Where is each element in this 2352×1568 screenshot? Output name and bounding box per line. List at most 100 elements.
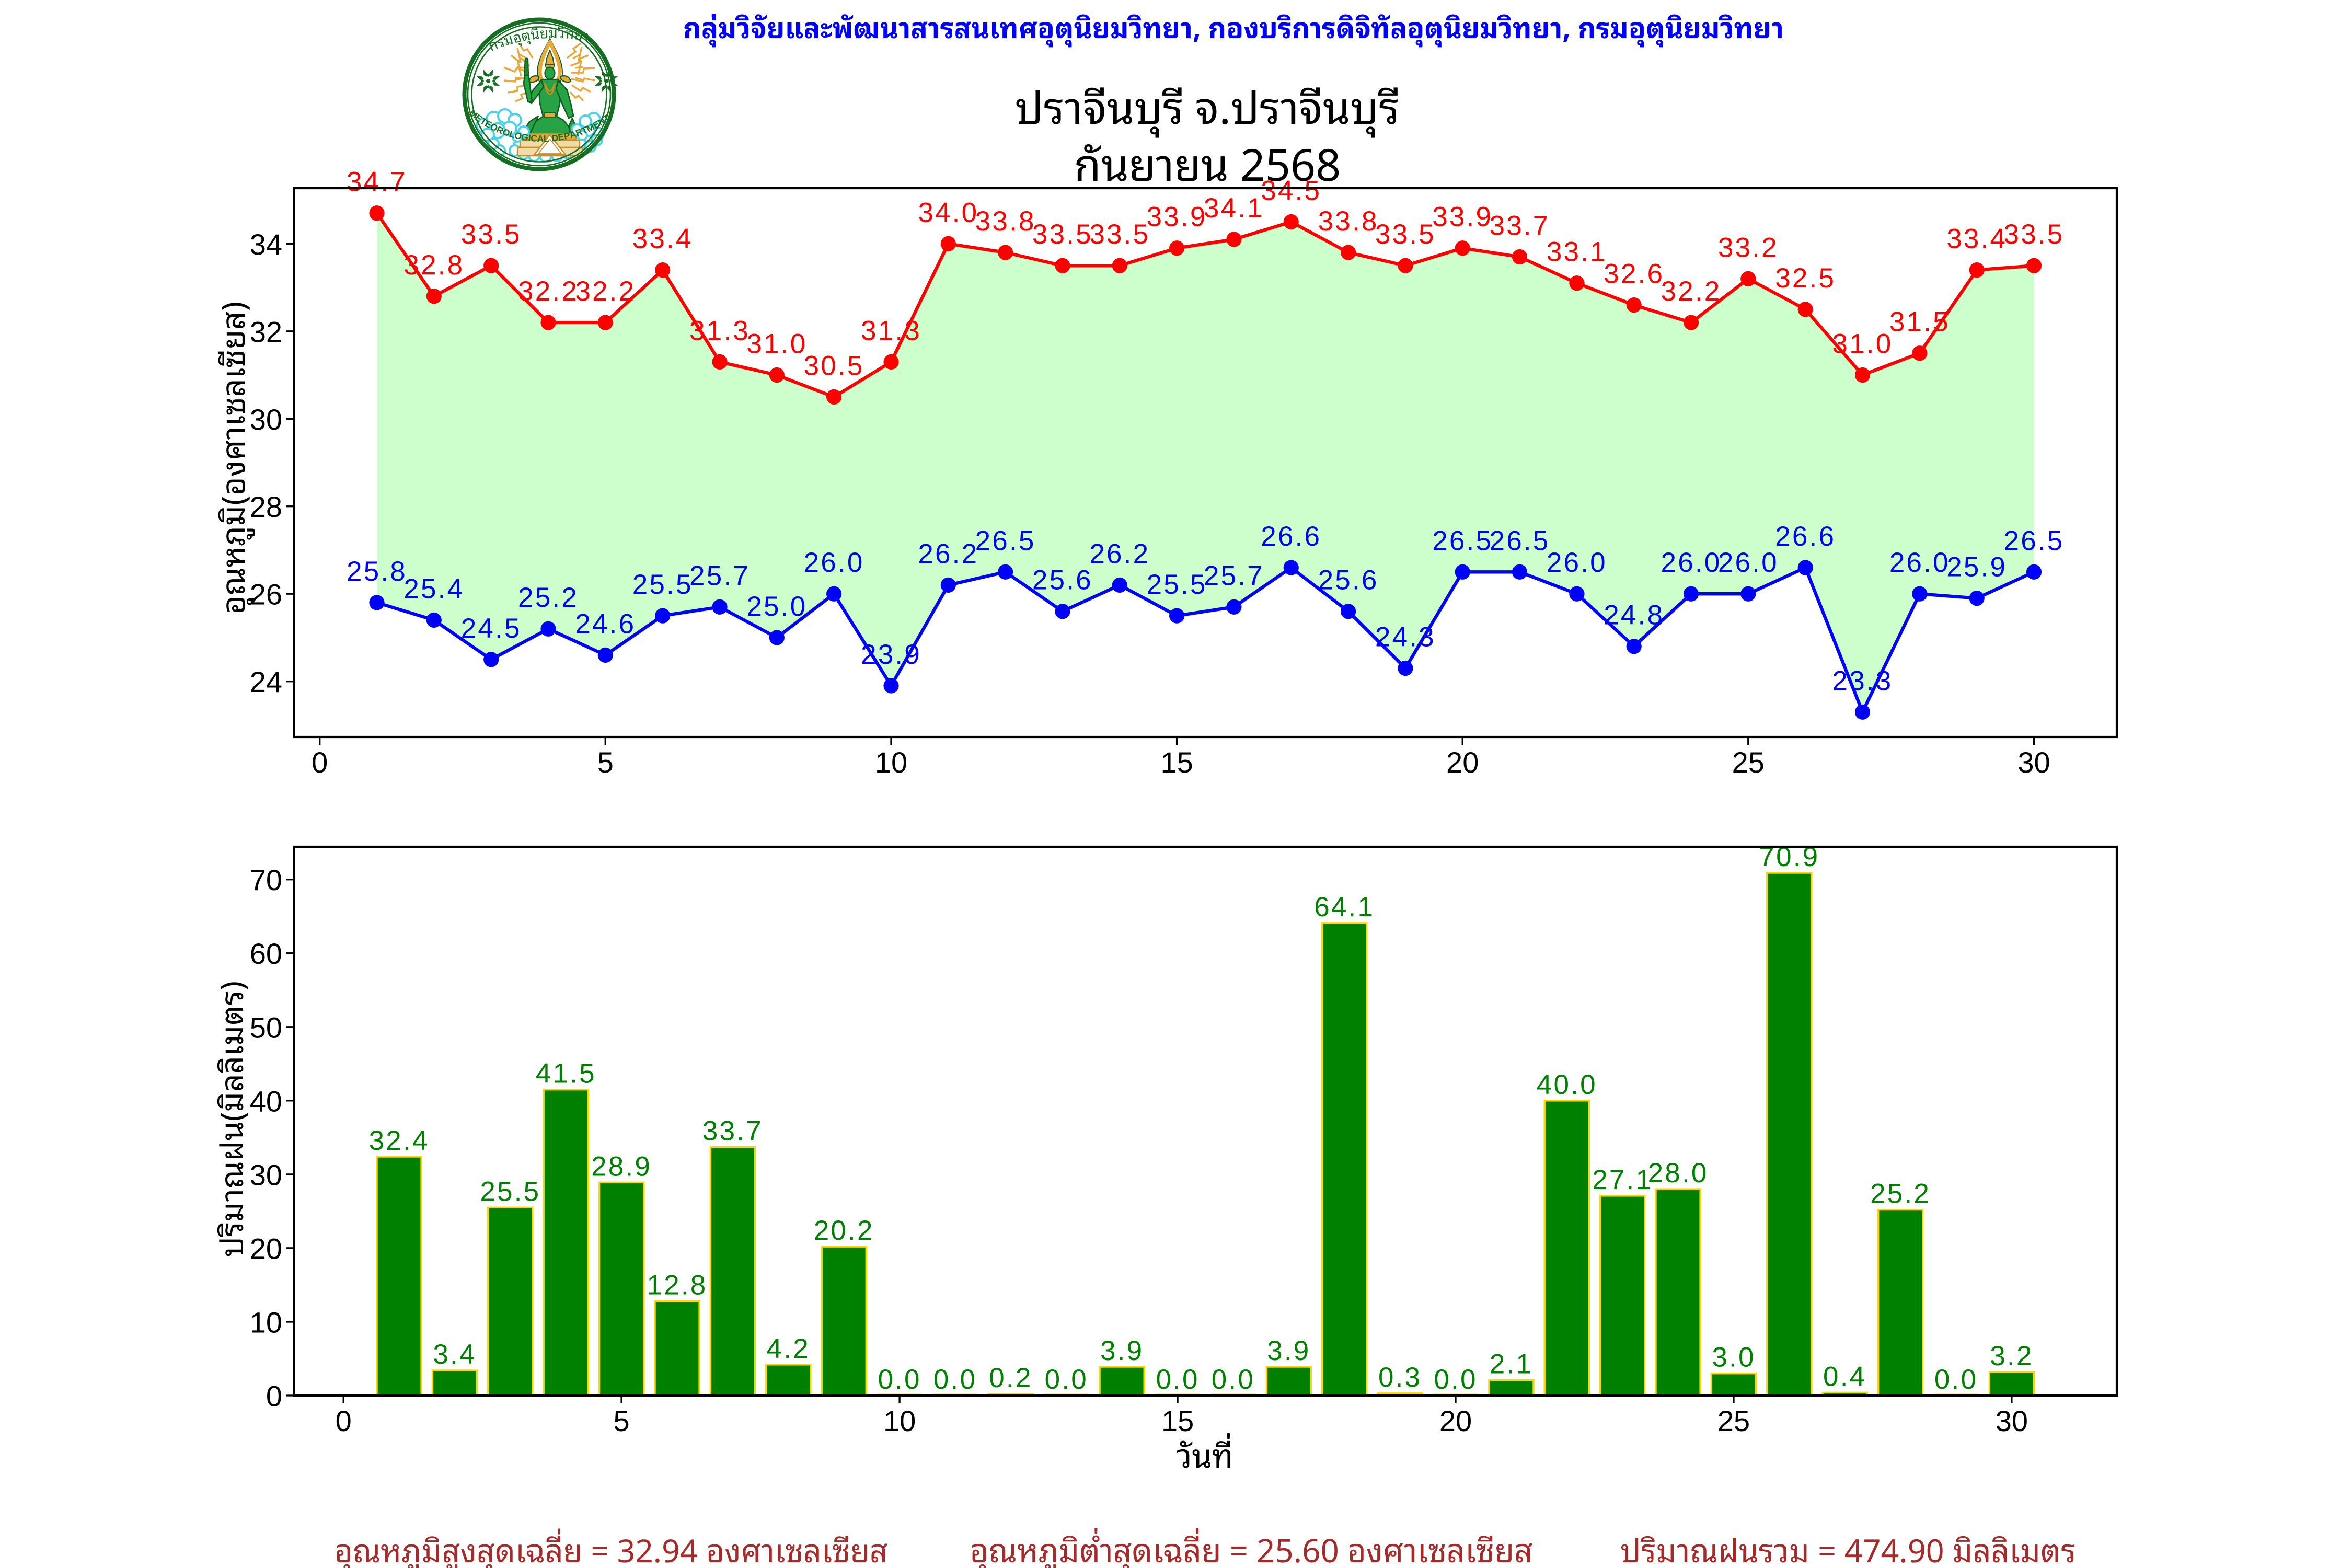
svg-text:30: 30 [250,403,282,436]
svg-text:A: A [568,129,578,141]
svg-text:24.3: 24.3 [1375,622,1436,653]
svg-text:60: 60 [250,937,282,970]
svg-text:28.0: 28.0 [1648,1158,1709,1189]
svg-text:0.0: 0.0 [1045,1364,1088,1395]
svg-text:31.3: 31.3 [689,315,750,346]
svg-text:32.8: 32.8 [403,250,464,281]
svg-text:25: 25 [1717,1404,1750,1437]
svg-text:D: D [551,132,559,143]
svg-text:33.2: 33.2 [1718,232,1779,263]
svg-text:15: 15 [1161,1404,1194,1437]
svg-text:25.4: 25.4 [403,573,464,604]
svg-text:33.4: 33.4 [1946,224,2007,255]
svg-text:33.5: 33.5 [461,219,522,250]
svg-text:25.5: 25.5 [1147,569,1207,600]
svg-text:10: 10 [883,1404,916,1437]
svg-text:26.2: 26.2 [1089,538,1150,569]
svg-text:0: 0 [266,1380,282,1413]
svg-text:31.0: 31.0 [746,329,807,360]
svg-text:20: 20 [1446,746,1479,779]
svg-text:26.0: 26.0 [1889,547,1950,578]
svg-text:34.0: 34.0 [918,197,978,228]
svg-text:20: 20 [1439,1404,1472,1437]
svg-text:25.9: 25.9 [1946,552,2007,583]
svg-text:3.0: 3.0 [1712,1342,1755,1373]
svg-text:24.8: 24.8 [1604,600,1664,631]
svg-text:0: 0 [312,746,328,779]
svg-text:41.5: 41.5 [536,1058,596,1089]
svg-text:33.9: 33.9 [1432,202,1493,233]
svg-text:33.8: 33.8 [975,206,1036,237]
svg-text:33.8: 33.8 [1318,206,1379,237]
svg-text:31.0: 31.0 [1832,329,1893,360]
svg-text:25.2: 25.2 [1870,1179,1931,1209]
svg-text:33.5: 33.5 [1032,219,1093,250]
svg-text:25.6: 25.6 [1318,565,1379,596]
svg-text:25.5: 25.5 [480,1176,540,1207]
svg-text:33.4: 33.4 [632,224,693,255]
svg-text:3.4: 3.4 [433,1339,476,1370]
svg-text:32.2: 32.2 [1661,276,1722,307]
svg-text:32.5: 32.5 [1775,263,1836,294]
svg-text:33.7: 33.7 [702,1116,763,1147]
svg-text:33.5: 33.5 [1089,219,1150,250]
svg-text:26.5: 26.5 [2004,525,2065,556]
svg-text:64.1: 64.1 [1314,892,1375,923]
svg-text:0.3: 0.3 [1378,1362,1422,1393]
svg-text:L: L [544,133,550,144]
svg-text:33.9: 33.9 [1147,202,1207,233]
svg-text:26.0: 26.0 [804,547,864,578]
svg-text:30: 30 [250,1158,282,1191]
svg-text:A: A [537,133,544,144]
svg-text:30: 30 [2017,746,2050,779]
svg-text:32.2: 32.2 [575,276,636,307]
svg-text:0: 0 [336,1404,352,1437]
svg-text:20.2: 20.2 [814,1215,874,1246]
svg-text:10: 10 [250,1306,282,1339]
svg-text:0.0: 0.0 [878,1364,921,1395]
svg-text:25.0: 25.0 [746,591,807,622]
svg-text:34: 34 [250,228,282,261]
svg-text:0.0: 0.0 [1934,1364,1978,1395]
svg-text:G: G [521,132,529,143]
svg-text:50: 50 [250,1011,282,1044]
svg-text:28: 28 [250,490,282,523]
svg-text:12.8: 12.8 [647,1270,708,1301]
svg-text:28.9: 28.9 [591,1151,652,1182]
svg-text:5: 5 [614,1404,630,1437]
svg-text:40.0: 40.0 [1537,1069,1597,1100]
svg-text:32.4: 32.4 [369,1125,430,1156]
svg-text:70: 70 [250,863,282,896]
svg-text:3.9: 3.9 [1267,1335,1310,1366]
svg-text:26.0: 26.0 [1661,547,1722,578]
svg-text:31.3: 31.3 [861,315,921,346]
svg-text:E: E [557,131,565,143]
svg-text:33.7: 33.7 [1490,211,1550,241]
svg-text:0.0: 0.0 [1434,1364,1477,1395]
svg-text:26.5: 26.5 [975,525,1036,556]
svg-text:10: 10 [875,746,907,779]
svg-text:33.5: 33.5 [1375,219,1436,250]
svg-text:24.6: 24.6 [575,608,636,639]
svg-text:34.7: 34.7 [347,167,407,198]
svg-text:25: 25 [1732,746,1765,779]
svg-text:3.9: 3.9 [1100,1335,1144,1366]
svg-text:23.3: 23.3 [1832,665,1893,696]
svg-text:26.5: 26.5 [1490,525,1550,556]
svg-text:C: C [531,133,538,144]
svg-text:31.5: 31.5 [1889,307,1950,338]
svg-text:32.6: 32.6 [1604,259,1664,290]
svg-text:O: O [501,126,511,139]
svg-text:15: 15 [1160,746,1193,779]
svg-text:25.7: 25.7 [689,560,750,591]
svg-text:30: 30 [1996,1404,2028,1437]
svg-text:25.2: 25.2 [518,582,579,613]
svg-text:32: 32 [250,315,282,348]
svg-text:20: 20 [250,1232,282,1265]
svg-text:26.0: 26.0 [1718,547,1779,578]
svg-text:24: 24 [250,665,282,698]
svg-text:26.0: 26.0 [1547,547,1607,578]
svg-text:25.7: 25.7 [1204,560,1264,591]
svg-text:26.6: 26.6 [1775,521,1836,552]
svg-text:25.5: 25.5 [632,569,693,600]
